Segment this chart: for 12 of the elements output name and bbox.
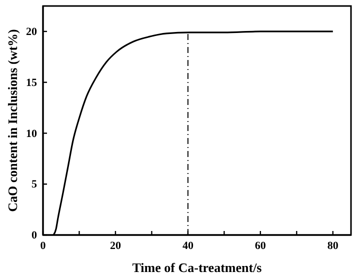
x-axis-title: Time of Ca-treatment/s	[132, 260, 262, 275]
y-axis-title: CaO content in Inclusions (wt%)	[5, 29, 20, 212]
y-tick-label: 0	[32, 230, 38, 242]
x-tick-label: 80	[327, 240, 339, 252]
y-tick-label: 10	[26, 128, 38, 140]
y-tick-label: 20	[26, 26, 38, 38]
x-tick-label: 40	[182, 240, 194, 252]
x-tick-label: 0	[40, 240, 46, 252]
x-tick-label: 60	[254, 240, 266, 252]
x-tick-label: 20	[110, 240, 122, 252]
y-tick-label: 15	[26, 76, 38, 89]
y-tick-label: 5	[32, 178, 38, 191]
